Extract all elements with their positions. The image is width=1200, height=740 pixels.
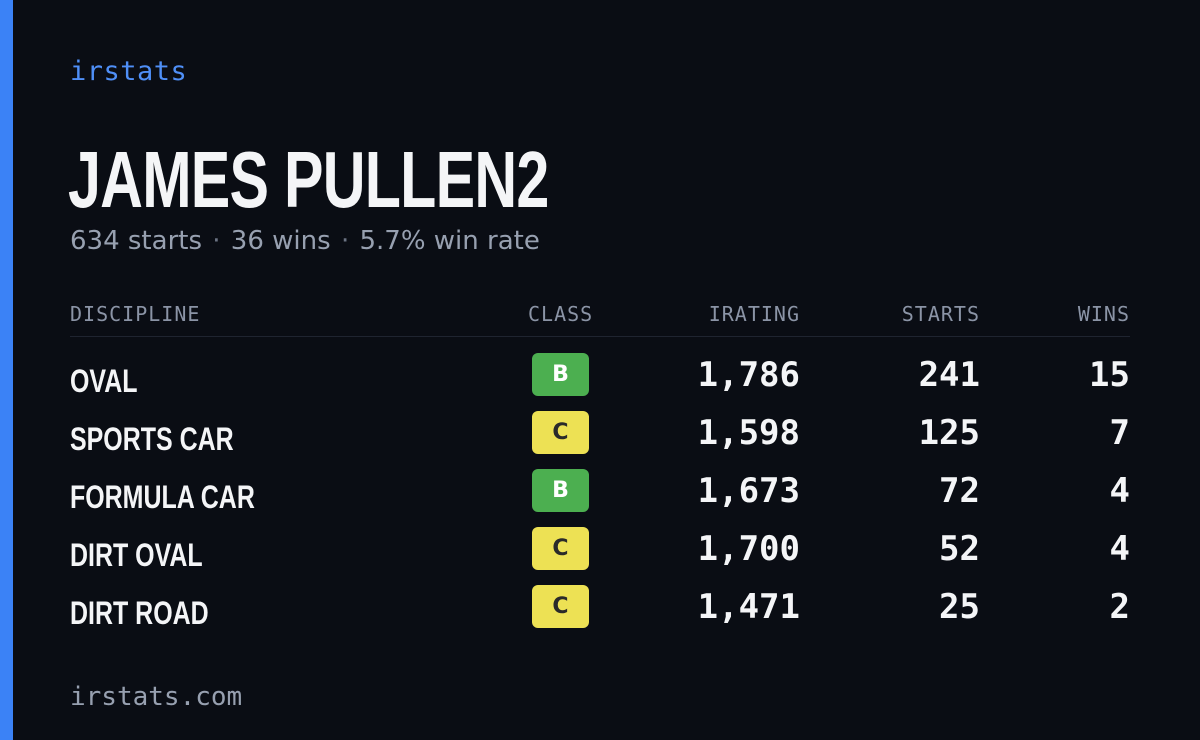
discipline-name: OVAL: [70, 363, 138, 399]
class-badge: C: [532, 527, 589, 570]
table-header: DISCIPLINE CLASS IRATING STARTS WINS: [70, 298, 1130, 337]
discipline-name: FORMULA CAR: [70, 479, 255, 515]
wins-value: 7: [1109, 413, 1130, 453]
header-irating: IRATING: [708, 302, 800, 326]
table-row: OVAL B 1,786 241 15: [70, 353, 1130, 411]
starts-value: 25: [939, 587, 980, 627]
starts-value: 125: [918, 413, 980, 453]
table-row: DIRT OVAL C 1,700 52 4: [70, 527, 1130, 585]
wins-value: 2: [1109, 587, 1130, 627]
header-class: CLASS: [528, 302, 594, 326]
class-badge: C: [532, 585, 589, 628]
separator: ·: [212, 226, 221, 256]
irating-value: 1,471: [697, 587, 800, 627]
class-badge: C: [532, 411, 589, 454]
starts-value: 72: [939, 471, 980, 511]
irating-value: 1,700: [697, 529, 800, 569]
accent-bar: [0, 0, 13, 740]
discipline-table: DISCIPLINE CLASS IRATING STARTS WINS OVA…: [70, 298, 1130, 643]
irating-value: 1,598: [697, 413, 800, 453]
footer-url[interactable]: irstats.com: [70, 682, 243, 712]
irating-value: 1,673: [697, 471, 800, 511]
irating-value: 1,786: [697, 355, 800, 395]
wins-value: 15: [1089, 355, 1130, 395]
win-rate: 5.7% win rate: [359, 226, 540, 256]
class-badge: B: [532, 353, 589, 396]
header-discipline: DISCIPLINE: [70, 302, 201, 326]
table-body: OVAL B 1,786 241 15 SPORTS CAR C 1,598 1…: [70, 337, 1130, 643]
starts-value: 52: [939, 529, 980, 569]
wins-value: 4: [1109, 529, 1130, 569]
discipline-name: SPORTS CAR: [70, 421, 234, 457]
driver-name: JAMES PULLEN2: [68, 135, 549, 224]
wins-count: 36 wins: [230, 226, 331, 256]
wins-value: 4: [1109, 471, 1130, 511]
discipline-name: DIRT OVAL: [70, 537, 203, 573]
separator: ·: [340, 226, 350, 256]
starts-value: 241: [918, 355, 980, 395]
brand-logo[interactable]: irstats: [70, 56, 188, 87]
driver-summary: 634 starts · 36 wins · 5.7% win rate: [70, 226, 540, 256]
discipline-name: DIRT ROAD: [70, 595, 209, 631]
header-starts: STARTS: [901, 302, 980, 326]
table-row: DIRT ROAD C 1,471 25 2: [70, 585, 1130, 643]
starts-count: 634 starts: [70, 226, 202, 256]
header-wins: WINS: [1077, 302, 1130, 326]
table-row: SPORTS CAR C 1,598 125 7: [70, 411, 1130, 469]
class-badge: B: [532, 469, 589, 512]
table-row: FORMULA CAR B 1,673 72 4: [70, 469, 1130, 527]
